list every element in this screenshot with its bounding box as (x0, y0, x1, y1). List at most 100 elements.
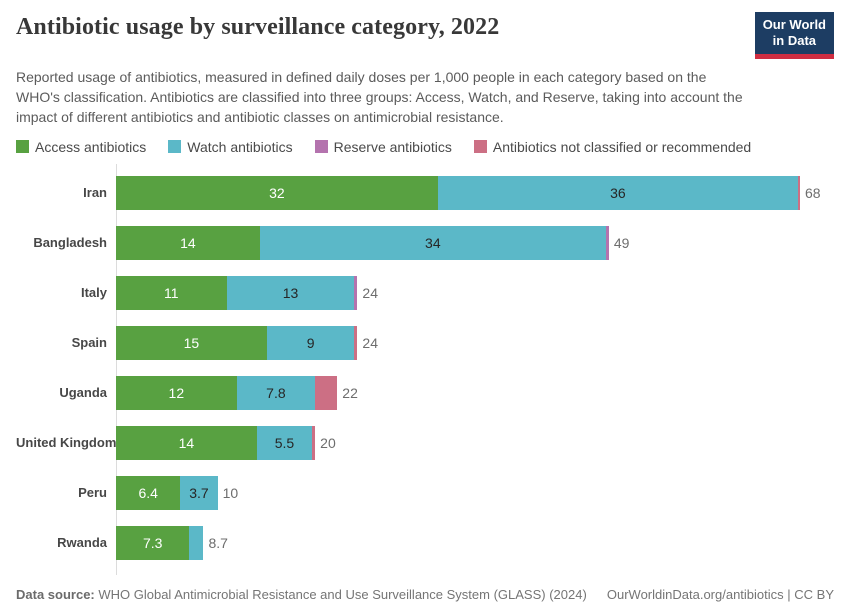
stacked-bar: 32 36 (116, 175, 800, 210)
bar-segment-watch-antibiotics: 34 (259, 225, 606, 260)
legend-swatch-reserve-antibiotics (314, 140, 328, 154)
bar-segment-watch-antibiotics: 3.7 (180, 475, 218, 510)
stacked-bar: 12 7.8 (116, 375, 338, 410)
segment-value-label: 5.5 (274, 434, 295, 451)
bar-segment-watch-antibiotics (189, 525, 204, 560)
stacked-bar: 14 34 (116, 225, 609, 260)
bar-segment-watch-antibiotics: 5.5 (256, 425, 313, 460)
bar-row-italy: Italy 11 13 24 (16, 268, 834, 318)
bar-track: 14 34 49 (116, 225, 834, 260)
total-value-label: 68 (805, 184, 821, 201)
bar-row-united-kingdom: United Kingdom 14 5.5 20 (16, 418, 834, 468)
owid-logo-line2: in Data (772, 33, 817, 49)
total-value-label: 49 (613, 234, 630, 251)
segment-value-label: 14 (178, 434, 195, 451)
category-label: Rwanda (57, 535, 107, 551)
segment-value-label: 32 (269, 184, 285, 201)
legend-item-antibiotics-not-classified-or-recommended: Antibiotics not classified or recommende… (473, 138, 752, 155)
total-value-label: 20 (320, 434, 336, 451)
bar-segment-antibiotics-not-classified-or-recommended (312, 425, 316, 460)
bar-segment-watch-antibiotics: 36 (437, 175, 798, 210)
license-note: OurWorldinData.org/antibiotics | CC BY (606, 586, 834, 602)
bar-rows: Iran 32 36 68 Bangladesh 14 34 49 Italy 11 13 24 Spa… (16, 168, 834, 568)
data-source-label: Data source: (16, 586, 95, 602)
stacked-bar: 15 9 (116, 325, 358, 360)
segment-value-label: 13 (282, 284, 299, 301)
segment-value-label: 11 (164, 284, 179, 301)
segment-value-label: 9 (306, 334, 315, 351)
y-axis-line (116, 163, 117, 575)
legend-swatch-watch-antibiotics (168, 140, 182, 154)
category-label: Iran (83, 185, 107, 201)
total-value-label: 10 (222, 484, 239, 501)
bar-row-spain: Spain 15 9 24 (16, 318, 834, 368)
bar-row-iran: Iran 32 36 68 (16, 168, 834, 218)
segment-value-label: 36 (610, 184, 626, 201)
segment-value-label: 6.4 (138, 484, 158, 501)
stacked-bar: 11 13 (116, 275, 358, 310)
stacked-bar: 6.4 3.7 (116, 475, 218, 510)
bar-segment-watch-antibiotics: 7.8 (236, 375, 316, 410)
bar-segment-access-antibiotics: 6.4 (116, 475, 181, 510)
chart-subtitle: Reported usage of antibiotics, measured … (16, 68, 743, 125)
stacked-bar: 7.3 (116, 525, 204, 560)
legend: Access antibiotics Watch antibiotics Reser… (16, 139, 834, 155)
segment-value-label: 15 (183, 334, 200, 351)
bar-row-rwanda: Rwanda 7.3 8.7 (16, 518, 834, 568)
segment-value-label: 7.8 (266, 384, 286, 401)
legend-item-access-antibiotics: Access antibiotics (16, 139, 146, 155)
segment-value-label: 14 (180, 234, 196, 251)
bar-segment-access-antibiotics: 12 (116, 375, 237, 410)
segment-value-label: 34 (425, 234, 441, 251)
data-source-note: Data source: WHO Global Antimicrobial Re… (16, 587, 587, 602)
data-source-text: WHO Global Antimicrobial Resistance and … (94, 586, 587, 602)
segment-value-label: 3.7 (189, 484, 209, 501)
bar-segment-access-antibiotics: 32 (116, 175, 438, 210)
bar-row-peru: Peru 6.4 3.7 10 (16, 468, 834, 518)
legend-item-reserve-antibiotics: Reserve antibiotics (314, 138, 452, 155)
bar-row-bangladesh: Bangladesh 14 34 49 (16, 218, 834, 268)
bar-track: 14 5.5 20 (116, 425, 834, 460)
segment-value-label: 12 (168, 384, 185, 401)
footer: Data source: WHO Global Antimicrobial Re… (16, 587, 834, 602)
bar-segment-reserve-antibiotics (354, 275, 358, 310)
bar-track: 15 9 24 (116, 325, 834, 360)
legend-label: Antibiotics not classified or recommende… (492, 138, 752, 155)
bar-segment-access-antibiotics: 15 (116, 325, 267, 360)
bar-segment-antibiotics-not-classified-or-recommended (315, 375, 338, 410)
legend-swatch-access-antibiotics (16, 140, 29, 154)
category-label: United Kingdom (16, 435, 117, 451)
bar-segment-reserve-antibiotics (605, 225, 609, 260)
bar-track: 32 36 68 (116, 175, 834, 210)
bar-segment-antibiotics-not-classified-or-recommended (797, 175, 800, 210)
bar-track: 7.3 8.7 (116, 525, 834, 560)
owid-logo: Our World in Data (754, 12, 834, 59)
owid-logo-line1: Our World (762, 17, 826, 32)
total-value-label: 24 (362, 334, 378, 351)
legend-item-watch-antibiotics: Watch antibiotics (168, 138, 293, 155)
bar-segment-access-antibiotics: 11 (116, 275, 227, 310)
category-label: Uganda (59, 385, 107, 401)
legend-label: Access antibiotics (35, 138, 147, 155)
legend-label: Watch antibiotics (187, 138, 293, 155)
bar-segment-access-antibiotics: 7.3 (116, 525, 190, 560)
total-value-label: 8.7 (208, 534, 228, 551)
legend-label: Reserve antibiotics (333, 138, 452, 155)
segment-value-label: 7.3 (142, 534, 163, 551)
header: Antibiotic usage by surveillance categor… (16, 12, 834, 59)
bar-track: 6.4 3.7 10 (116, 475, 834, 510)
total-value-label: 22 (342, 384, 358, 401)
legend-swatch-antibiotics-not-classified-or-recommended (473, 140, 487, 154)
category-label: Italy (80, 285, 107, 301)
bar-segment-access-antibiotics: 14 (116, 425, 257, 460)
category-label: Bangladesh (33, 235, 107, 251)
page-title: Antibiotic usage by surveillance categor… (16, 14, 500, 40)
stacked-bar: 14 5.5 (116, 425, 316, 460)
total-value-label: 24 (362, 284, 378, 301)
bar-track: 12 7.8 22 (116, 375, 834, 410)
category-label: Peru (78, 485, 107, 501)
bar-segment-access-antibiotics: 14 (116, 225, 260, 260)
bar-row-uganda: Uganda 12 7.8 22 (16, 368, 834, 418)
stacked-bar-chart: Iran 32 36 68 Bangladesh 14 34 49 Italy 11 13 24 Spa… (16, 163, 834, 575)
